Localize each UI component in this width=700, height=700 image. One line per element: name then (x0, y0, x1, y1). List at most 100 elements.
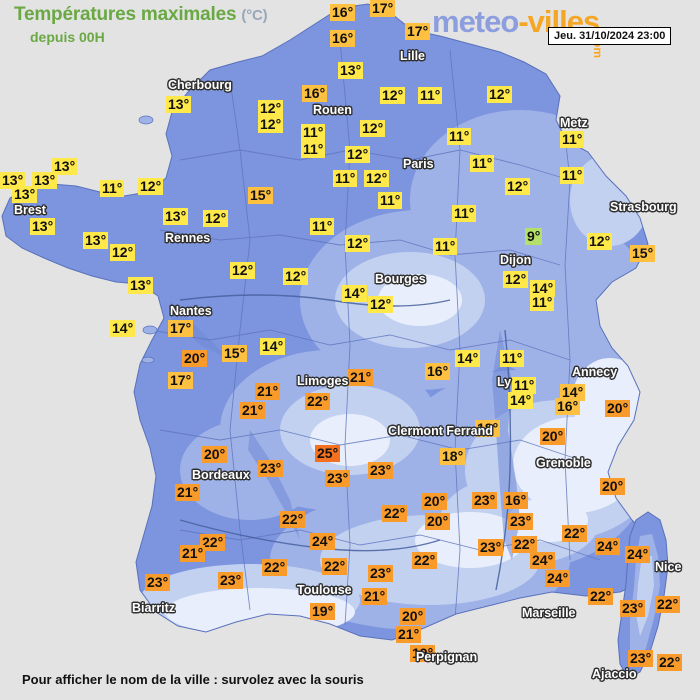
temperature-chip[interactable]: 22° (588, 588, 614, 605)
temperature-chip[interactable]: 22° (657, 654, 683, 671)
temperature-chip[interactable]: 12° (360, 120, 386, 137)
temperature-chip[interactable]: 20° (202, 446, 228, 463)
temperature-chip[interactable]: 16° (425, 363, 451, 380)
temperature-chip[interactable]: 12° (110, 244, 136, 261)
temperature-chip[interactable]: 16° (330, 30, 356, 47)
temperature-chip[interactable]: 23° (368, 565, 394, 582)
temperature-chip[interactable]: 23° (472, 492, 498, 509)
temperature-chip[interactable]: 11° (333, 170, 358, 187)
temperature-chip[interactable]: 23° (368, 462, 394, 479)
temperature-chip[interactable]: 21° (175, 484, 201, 501)
temperature-chip[interactable]: 11° (310, 218, 335, 235)
temperature-chip[interactable]: 24° (310, 533, 336, 550)
temperature-chip[interactable]: 12° (345, 235, 371, 252)
temperature-chip[interactable]: 24° (545, 570, 571, 587)
temperature-chip[interactable]: 22° (382, 505, 408, 522)
temperature-chip[interactable]: 20° (400, 608, 426, 625)
temperature-chip[interactable]: 24° (530, 552, 556, 569)
temperature-chip[interactable]: 21° (240, 402, 266, 419)
temperature-chip[interactable]: 24° (625, 546, 651, 563)
temperature-chip[interactable]: 22° (562, 525, 588, 542)
temperature-chip[interactable]: 12° (368, 296, 394, 313)
temperature-chip[interactable]: 16° (330, 4, 356, 21)
temperature-chip[interactable]: 23° (218, 572, 244, 589)
temperature-chip[interactable]: 13° (166, 96, 192, 113)
temperature-chip[interactable]: 20° (425, 513, 451, 530)
temperature-chip[interactable]: 11° (500, 350, 525, 367)
temperature-chip[interactable]: 19° (310, 603, 336, 620)
temperature-chip[interactable]: 20° (605, 400, 631, 417)
temperature-chip[interactable]: 13° (338, 62, 364, 79)
temperature-chip[interactable]: 11° (560, 167, 585, 184)
temperature-chip[interactable]: 13° (83, 232, 109, 249)
temperature-chip[interactable]: 12° (503, 271, 529, 288)
temperature-chip[interactable]: 22° (512, 536, 538, 553)
temperature-chip[interactable]: 13° (12, 186, 38, 203)
temperature-chip[interactable]: 20° (540, 428, 566, 445)
temperature-chip[interactable]: 12° (487, 86, 513, 103)
temperature-chip[interactable]: 13° (52, 158, 78, 175)
temperature-chip[interactable]: 14° (508, 392, 534, 409)
temperature-chip[interactable]: 21° (255, 383, 281, 400)
temperature-chip[interactable]: 17° (168, 320, 194, 337)
temperature-chip[interactable]: 11° (560, 131, 585, 148)
temperature-chip[interactable]: 17° (370, 0, 396, 17)
temperature-chip[interactable]: 11° (470, 155, 495, 172)
temperature-chip[interactable]: 13° (163, 208, 189, 225)
temperature-chip[interactable]: 23° (325, 470, 351, 487)
temperature-chip[interactable]: 11° (378, 192, 403, 209)
temperature-chip[interactable]: 11° (530, 294, 555, 311)
temperature-chip[interactable]: 20° (182, 350, 208, 367)
temperature-chip[interactable]: 14° (110, 320, 136, 337)
temperature-chip[interactable]: 22° (280, 511, 306, 528)
temperature-chip[interactable]: 15° (222, 345, 248, 362)
temperature-chip[interactable]: 11° (100, 180, 125, 197)
temperature-chip[interactable]: 12° (345, 146, 371, 163)
temperature-chip[interactable]: 17° (168, 372, 194, 389)
temperature-chip[interactable]: 11° (433, 238, 458, 255)
temperature-chip[interactable]: 22° (412, 552, 438, 569)
temperature-chip[interactable]: 11° (301, 124, 326, 141)
temperature-chip[interactable]: 11° (512, 377, 537, 394)
temperature-chip[interactable]: 22° (322, 558, 348, 575)
temperature-chip[interactable]: 22° (262, 559, 288, 576)
temperature-chip[interactable]: 23° (620, 600, 646, 617)
temperature-chip[interactable]: 13° (0, 172, 26, 189)
temperature-chip[interactable]: 12° (505, 178, 531, 195)
temperature-chip[interactable]: 12° (587, 233, 613, 250)
temperature-chip[interactable]: 18° (440, 448, 466, 465)
temperature-chip[interactable]: 20° (422, 493, 448, 510)
temperature-chip[interactable]: 21° (180, 545, 206, 562)
temperature-chip[interactable]: 11° (418, 87, 443, 104)
temperature-chip[interactable]: 12° (203, 210, 229, 227)
temperature-chip[interactable]: 16° (302, 85, 328, 102)
temperature-chip[interactable]: 13° (128, 277, 154, 294)
temperature-chip[interactable]: 12° (283, 268, 309, 285)
temperature-chip[interactable]: 14° (530, 280, 556, 297)
temperature-chip[interactable]: 13° (30, 218, 56, 235)
temperature-chip[interactable]: 18° (475, 420, 501, 437)
temperature-chip[interactable]: 12° (138, 178, 164, 195)
temperature-chip[interactable]: 17° (405, 23, 431, 40)
temperature-chip[interactable]: 13° (32, 172, 58, 189)
temperature-chip[interactable]: 23° (508, 513, 534, 530)
temperature-chip[interactable]: 21° (396, 626, 422, 643)
temperature-chip[interactable]: 11° (447, 128, 472, 145)
temperature-chip[interactable]: 25° (315, 445, 341, 462)
temperature-chip[interactable]: 22° (655, 596, 681, 613)
temperature-chip[interactable]: 14° (455, 350, 481, 367)
temperature-chip[interactable]: 15° (630, 245, 656, 262)
temperature-chip[interactable]: 21° (348, 369, 374, 386)
temperature-chip[interactable]: 9° (525, 228, 543, 245)
temperature-chip[interactable]: 12° (364, 170, 390, 187)
temperature-chip[interactable]: 11° (452, 205, 477, 222)
temperature-chip[interactable]: 11° (301, 141, 326, 158)
temperature-chip[interactable]: 23° (478, 539, 504, 556)
temperature-chip[interactable]: 16° (503, 492, 529, 509)
temperature-chip[interactable]: 23° (628, 650, 654, 667)
temperature-chip[interactable]: 23° (145, 574, 171, 591)
temperature-chip[interactable]: 14° (560, 384, 586, 401)
temperature-chip[interactable]: 22° (305, 393, 331, 410)
temperature-chip[interactable]: 12° (230, 262, 256, 279)
temperature-chip[interactable]: 14° (260, 338, 286, 355)
